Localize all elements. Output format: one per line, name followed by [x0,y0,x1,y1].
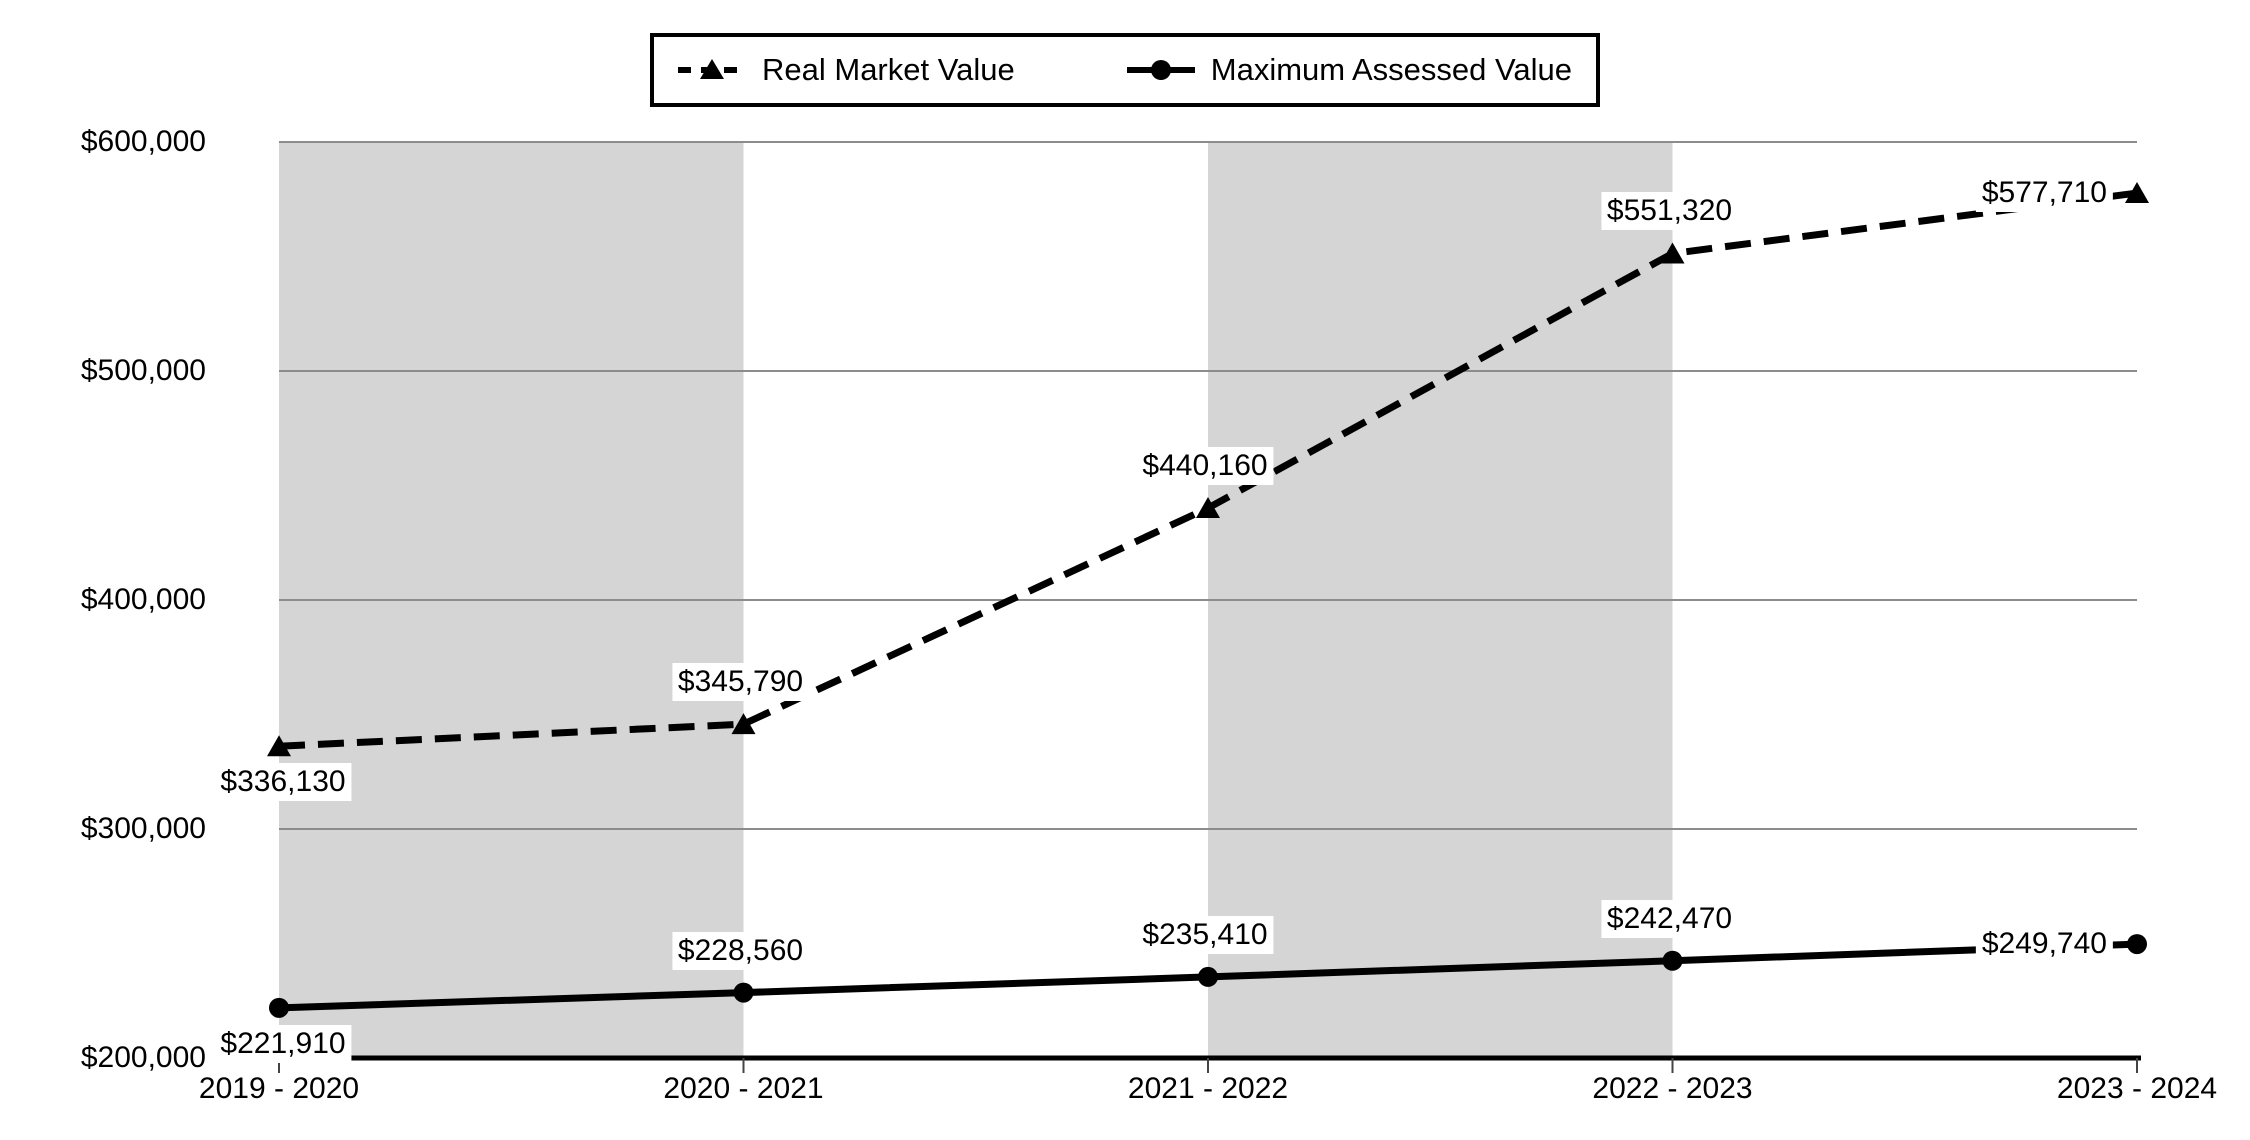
circle-marker-icon [1198,966,1218,987]
y-axis-tick-label: $300,000 [80,812,206,845]
x-axis-tick-label: 2019 - 2020 [198,1072,360,1105]
y-axis-tick-label: $400,000 [80,583,206,616]
data-label: $235,410 [1136,915,1274,954]
x-axis-tick-label: 2021 - 2022 [1127,1072,1289,1105]
triangle-marker-icon [731,713,756,735]
data-label: $440,160 [1136,447,1274,486]
circle-marker-icon [269,997,289,1018]
x-axis-tick-label: 2022 - 2023 [1592,1072,1753,1105]
circle-marker-icon [1662,950,1683,971]
data-label: $228,560 [671,931,810,970]
triangle-marker-icon [267,735,291,757]
data-label: $345,790 [671,663,810,702]
circle-marker-icon [2127,934,2147,955]
legend-label-maximum-assessed-value: Maximum Assessed Value [1210,52,1572,87]
legend: Real Market Value Maximum Assessed Value [650,33,1600,107]
y-axis-tick-label: $500,000 [80,354,206,387]
data-label: $249,740 [1975,925,2113,964]
data-label: $242,470 [1600,899,1739,938]
legend-label-real-market-value: Real Market Value [762,52,1015,87]
dashed-line-triangle-marker-icon [678,59,746,79]
data-label: $221,910 [214,1024,352,1063]
x-axis-tick-label: 2020 - 2021 [663,1072,824,1105]
solid-line-circle-marker-icon [1126,60,1195,80]
data-label: $577,710 [1975,174,2113,213]
triangle-marker-icon [2125,182,2149,204]
triangle-marker-icon [1196,497,1220,519]
legend-item-real-market-value: Real Market Value [678,50,1015,90]
y-axis-tick-label: $200,000 [80,1041,206,1074]
data-label: $336,130 [214,763,352,802]
x-axis-tick-label: 2023 - 2024 [2056,1072,2218,1105]
data-label: $551,320 [1600,192,1739,231]
y-axis-tick-label: $600,000 [80,125,206,158]
triangle-marker-icon [1660,242,1685,264]
legend-item-maximum-assessed-value: Maximum Assessed Value [1126,50,1572,90]
circle-marker-icon [733,982,754,1003]
